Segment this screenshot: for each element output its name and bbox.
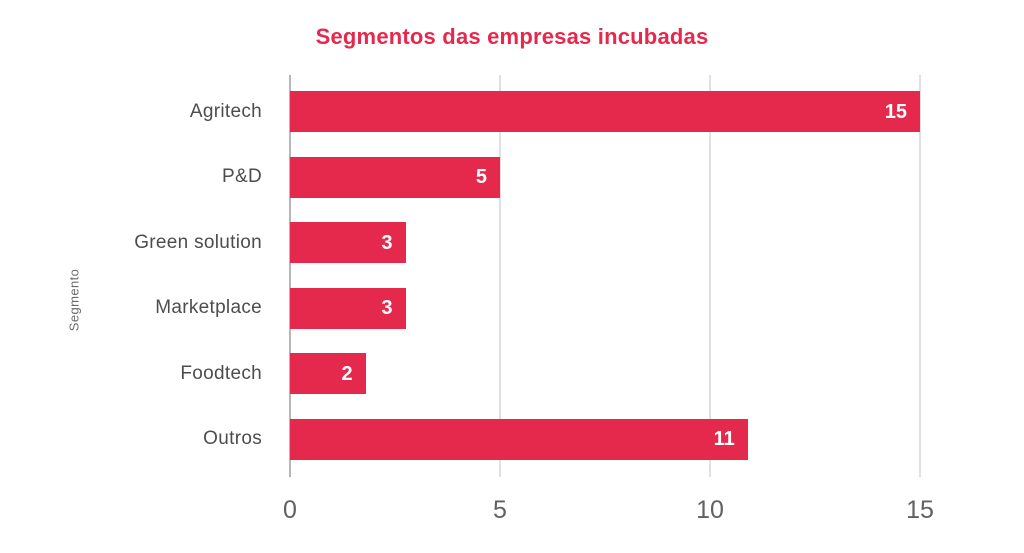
gridline-5 bbox=[499, 75, 501, 477]
bar-agritech: 15 bbox=[290, 91, 920, 133]
bar-value-label: 2 bbox=[341, 362, 353, 385]
bar-outros: 11 bbox=[290, 418, 748, 460]
bar-value-label: 15 bbox=[884, 100, 907, 123]
x-axis-ticks: 0 5 10 15 bbox=[283, 496, 934, 531]
x-tick-label-5: 5 bbox=[493, 496, 507, 524]
category-label-p-d: P&D bbox=[222, 166, 262, 188]
category-label-marketplace: Marketplace bbox=[155, 297, 262, 319]
category-label-foodtech: Foodtech bbox=[180, 362, 262, 384]
chart-title: Segmentos das empresas incubadas bbox=[315, 24, 709, 49]
bar-foodtech: 2 bbox=[290, 353, 366, 395]
category-label-outros: Outros bbox=[203, 428, 262, 450]
x-tick-label-15: 15 bbox=[906, 496, 934, 524]
bar-value-label: 3 bbox=[381, 231, 393, 254]
bar-value-label: 11 bbox=[713, 428, 735, 451]
y-axis-line bbox=[289, 75, 291, 477]
gridline-15 bbox=[919, 75, 921, 477]
category-label-agritech: Agritech bbox=[189, 100, 262, 122]
gridline-10 bbox=[709, 75, 711, 477]
category-labels: Agritech P&D Green solution Marketplace Food… bbox=[28, 79, 262, 472]
category-label-green-solution: Green solution bbox=[134, 231, 262, 253]
bar-p-d: 5 bbox=[290, 156, 500, 198]
bar-value-label: 3 bbox=[381, 297, 393, 320]
x-tick-label-10: 10 bbox=[696, 496, 724, 524]
plot-area: 15 5 3 3 2 11 bbox=[289, 75, 921, 477]
bar-marketplace: 3 bbox=[290, 287, 406, 329]
bar-value-label: 5 bbox=[475, 166, 487, 189]
bar-green-solution: 3 bbox=[290, 222, 406, 264]
x-tick-label-0: 0 bbox=[283, 496, 297, 524]
